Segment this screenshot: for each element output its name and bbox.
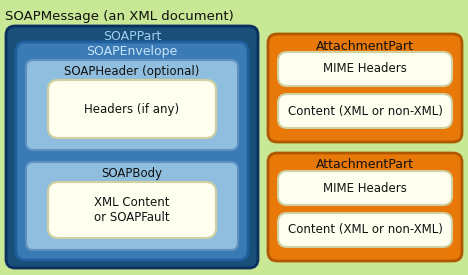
FancyBboxPatch shape — [278, 171, 452, 205]
Text: SOAPHeader (optional): SOAPHeader (optional) — [64, 65, 200, 78]
Text: AttachmentPart: AttachmentPart — [316, 158, 414, 172]
FancyBboxPatch shape — [48, 182, 216, 238]
Text: XML Content
or SOAPFault: XML Content or SOAPFault — [94, 196, 170, 224]
Text: Headers (if any): Headers (if any) — [84, 103, 180, 116]
Text: SOAPPart: SOAPPart — [103, 29, 161, 43]
Text: Content (XML or non-XML): Content (XML or non-XML) — [287, 224, 442, 236]
FancyBboxPatch shape — [278, 94, 452, 128]
FancyBboxPatch shape — [278, 52, 452, 86]
FancyBboxPatch shape — [48, 80, 216, 138]
Text: SOAPEnvelope: SOAPEnvelope — [87, 45, 178, 59]
Text: Content (XML or non-XML): Content (XML or non-XML) — [287, 104, 442, 117]
FancyBboxPatch shape — [26, 162, 238, 250]
FancyBboxPatch shape — [6, 26, 258, 268]
FancyBboxPatch shape — [16, 42, 248, 260]
Text: SOAPMessage (an XML document): SOAPMessage (an XML document) — [5, 10, 234, 23]
Text: MIME Headers: MIME Headers — [323, 62, 407, 76]
FancyBboxPatch shape — [268, 34, 462, 142]
FancyBboxPatch shape — [278, 213, 452, 247]
FancyBboxPatch shape — [268, 153, 462, 261]
Text: MIME Headers: MIME Headers — [323, 182, 407, 194]
Text: SOAPBody: SOAPBody — [102, 166, 162, 180]
FancyBboxPatch shape — [26, 60, 238, 150]
Text: AttachmentPart: AttachmentPart — [316, 40, 414, 53]
